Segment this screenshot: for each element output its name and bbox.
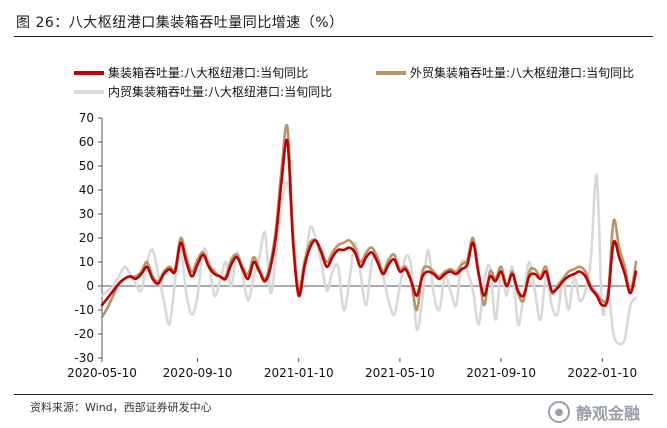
series-group: [100, 123, 638, 346]
x-tick-label: 2021-05-10: [365, 366, 435, 380]
legend-group: 集装箱吞吐量:八大枢纽港口:当旬同比 外贸集装箱吞吐量:八大枢纽港口:当旬同比内贸…: [74, 65, 634, 99]
y-tick-label: 20: [79, 231, 94, 245]
bottom-rule: [14, 394, 653, 395]
axes-group: -30 -20 -10 0 10 20 30 40 50 60 70 2020-05-10 2020-0…: [67, 111, 637, 380]
line-chart: -30 -20 -10 0 10 20 30 40 50 60 70 2020-05-10 2020-0…: [67, 65, 638, 380]
x-tick-label: 2022-01-10: [567, 366, 637, 380]
top-rule: [14, 36, 653, 37]
series-line-container-total: [100, 138, 638, 308]
legend-label: 集装箱吞吐量:八大枢纽港口:当旬同比: [108, 65, 308, 80]
y-tick-label: 30: [79, 207, 94, 221]
series-line-foreign-trade: [100, 123, 638, 319]
y-tick-label: -30: [74, 351, 94, 365]
x-tick-label: 2020-09-10: [163, 366, 233, 380]
legend-label: 内贸集装箱吞吐量:八大枢纽港口:当旬同比: [108, 84, 332, 99]
legend-item-container-total: 集装箱吞吐量:八大枢纽港口:当旬同比: [74, 65, 308, 80]
series-line-domestic-trade: [100, 173, 638, 346]
y-tick-label: 40: [79, 183, 94, 197]
y-tick-label: 10: [79, 255, 94, 269]
wechat-icon: ●: [548, 401, 570, 423]
y-tick-label: 60: [79, 135, 94, 149]
legend-label: 外贸集装箱吞吐量:八大枢纽港口:当旬同比: [410, 65, 634, 80]
y-tick-label: 50: [79, 159, 94, 173]
source-note: 资料来源：Wind，西部证券研发中心: [30, 401, 212, 414]
y-tick-label: 70: [79, 111, 94, 125]
x-tick-label: 2021-09-10: [466, 366, 536, 380]
x-tick-label: 2020-05-10: [67, 366, 137, 380]
figure-title: 图 26：八大枢纽港口集装箱吞吐量同比增速（%）: [16, 15, 344, 31]
legend-item-foreign-trade: 外贸集装箱吞吐量:八大枢纽港口:当旬同比: [376, 65, 634, 80]
legend-item-domestic-trade: 内贸集装箱吞吐量:八大枢纽港口:当旬同比: [74, 84, 332, 99]
watermark: ● 静观金融: [548, 400, 640, 424]
y-tick-label: -20: [74, 327, 94, 341]
x-tick-label: 2021-01-10: [264, 366, 334, 380]
watermark-text: 静观金融: [576, 404, 641, 423]
y-tick-label: 0: [86, 279, 94, 293]
y-tick-label: -10: [74, 303, 94, 317]
